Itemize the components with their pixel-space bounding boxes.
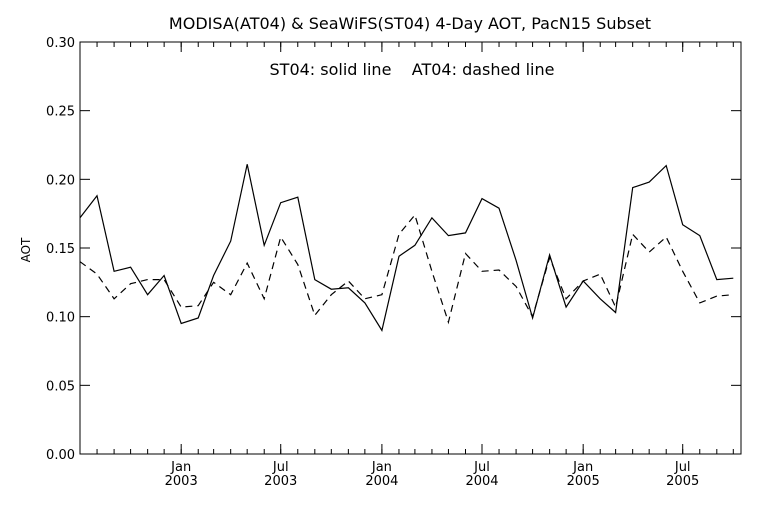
y-tick-label: 0.00 [46,448,75,463]
x-tick-label-year: 2003 [264,474,297,489]
y-tick-label: 0.15 [46,242,75,257]
series-line-st04 [79,164,734,332]
x-tick-label-month: Jul [674,460,691,475]
y-axis-label: AOT [19,237,33,262]
chart-title: MODISA(AT04) & SeaWiFS(ST04) 4-Day AOT, … [169,14,651,33]
x-tick-label-year: 2005 [666,474,699,489]
x-tick-label-year: 2005 [567,474,600,489]
x-tick-label-month: Jul [272,460,289,475]
x-tick-label-month: Jan [371,460,392,475]
y-axis: 0.00 0.05 0.10 0.15 0.20 0.25 0.30 [46,36,741,463]
line-style-legend: ST04: solid line AT04: dashed line [270,60,555,79]
series-line-at04 [79,213,734,325]
x-tick-label-month: Jul [473,460,490,475]
y-tick-label: 0.30 [46,36,75,51]
y-tick-label: 0.05 [46,379,75,394]
y-tick-label: 0.10 [46,311,75,326]
y-tick-label: 0.25 [46,105,75,120]
x-tick-label-month: Jan [572,460,593,475]
x-tick-label-year: 2003 [165,474,198,489]
y-tick-label: 0.20 [46,173,75,188]
plot-area [79,164,734,332]
x-axis: Jan2003Jul2003Jan2004Jul2004Jan2005Jul20… [96,42,734,489]
x-tick-label-year: 2004 [365,474,398,489]
x-tick-label-month: Jan [170,460,191,475]
x-tick-label-year: 2004 [465,474,498,489]
